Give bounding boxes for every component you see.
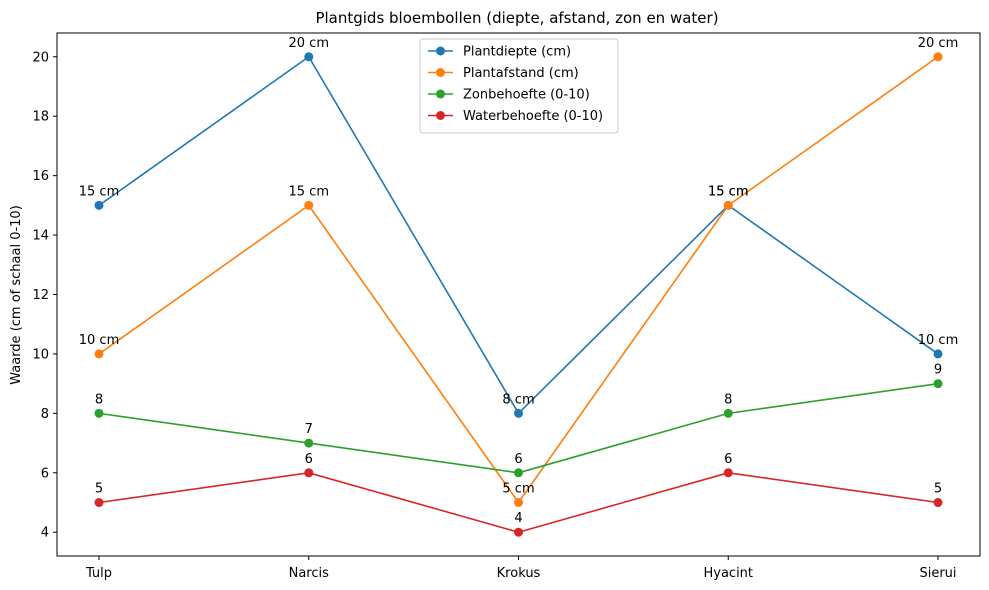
data-label: 5 (95, 482, 103, 497)
data-label: 20 cm (918, 36, 959, 51)
data-label: 15 cm (289, 184, 330, 199)
data-point (94, 498, 104, 508)
y-tick-label: 6 (41, 466, 49, 481)
legend-swatch-marker (436, 46, 445, 56)
data-point (304, 438, 314, 448)
series-4 (94, 468, 943, 537)
data-label: 6 (724, 452, 732, 467)
x-tick-label: Tulp (85, 566, 112, 581)
chart-title: Plantgids bloembollen (diepte, afstand, … (315, 9, 718, 27)
data-point (933, 379, 943, 389)
x-tick-label: Sierui (919, 566, 956, 581)
data-point (304, 52, 314, 62)
y-tick-label: 10 (32, 347, 49, 362)
data-point (514, 527, 523, 537)
legend-label: Plantafstand (cm) (463, 66, 579, 81)
y-tick-label: 20 (32, 50, 49, 65)
data-point (933, 349, 943, 359)
data-label: 4 (514, 511, 522, 526)
legend-swatch-marker (436, 89, 445, 99)
legend-label: Zonbehoefte (0-10) (463, 88, 590, 103)
data-label: 20 cm (289, 36, 330, 51)
data-label: 10 cm (79, 333, 120, 348)
data-point (723, 408, 733, 418)
data-point (94, 349, 104, 359)
series-2 (94, 52, 943, 508)
data-label: 7 (305, 422, 313, 437)
legend-label: Waterbehoefte (0-10) (463, 109, 603, 124)
data-point (933, 498, 943, 508)
data-label: 6 (514, 452, 522, 467)
data-label: 8 cm (502, 392, 534, 407)
data-label: 15 cm (79, 184, 120, 199)
data-label: 5 cm (502, 482, 534, 497)
series-3 (94, 379, 943, 478)
data-point (933, 52, 943, 62)
data-point (723, 468, 733, 478)
axes: 4 6 8 10 12 14 16 18 20 Tulp Narcis Krokus Hyacint Si… (32, 32, 981, 581)
legend-swatch-marker (436, 111, 445, 120)
data-point (94, 200, 104, 210)
data-point (514, 408, 523, 418)
y-tick-label: 16 (32, 169, 49, 184)
y-tick-label: 8 (41, 407, 49, 422)
y-tick-label: 12 (32, 288, 49, 303)
x-tick-label: Narcis (289, 566, 330, 581)
data-label: 5 (934, 482, 942, 497)
legend-swatch-marker (436, 68, 445, 77)
data-label: 8 (724, 392, 732, 407)
y-axis-label: Waarde (cm of schaal 0-10) (9, 205, 24, 385)
data-point (94, 408, 104, 418)
legend-label: Plantdiepte (cm) (463, 45, 571, 60)
data-point (304, 200, 314, 210)
data-point (514, 498, 523, 508)
data-label: 6 (305, 452, 313, 467)
y-tick-label: 14 (32, 229, 49, 244)
legend: Plantdiepte (cm) Plantafstand (cm) Zonbeho… (419, 38, 619, 134)
y-tick-label: 18 (32, 110, 49, 125)
data-label: 15 cm (708, 184, 749, 199)
series-layer (94, 52, 943, 537)
data-label: 10 cm (918, 333, 959, 348)
data-point (304, 468, 314, 478)
data-point (723, 200, 733, 210)
data-label: 15 cm (708, 184, 749, 199)
data-point (514, 468, 523, 478)
legend-box (419, 38, 619, 134)
y-tick-label: 4 (41, 526, 49, 541)
x-tick-label: Krokus (497, 566, 541, 581)
x-tick-label: Hyacint (703, 566, 753, 581)
data-label: 8 (95, 392, 103, 407)
data-label: 9 (934, 363, 942, 378)
